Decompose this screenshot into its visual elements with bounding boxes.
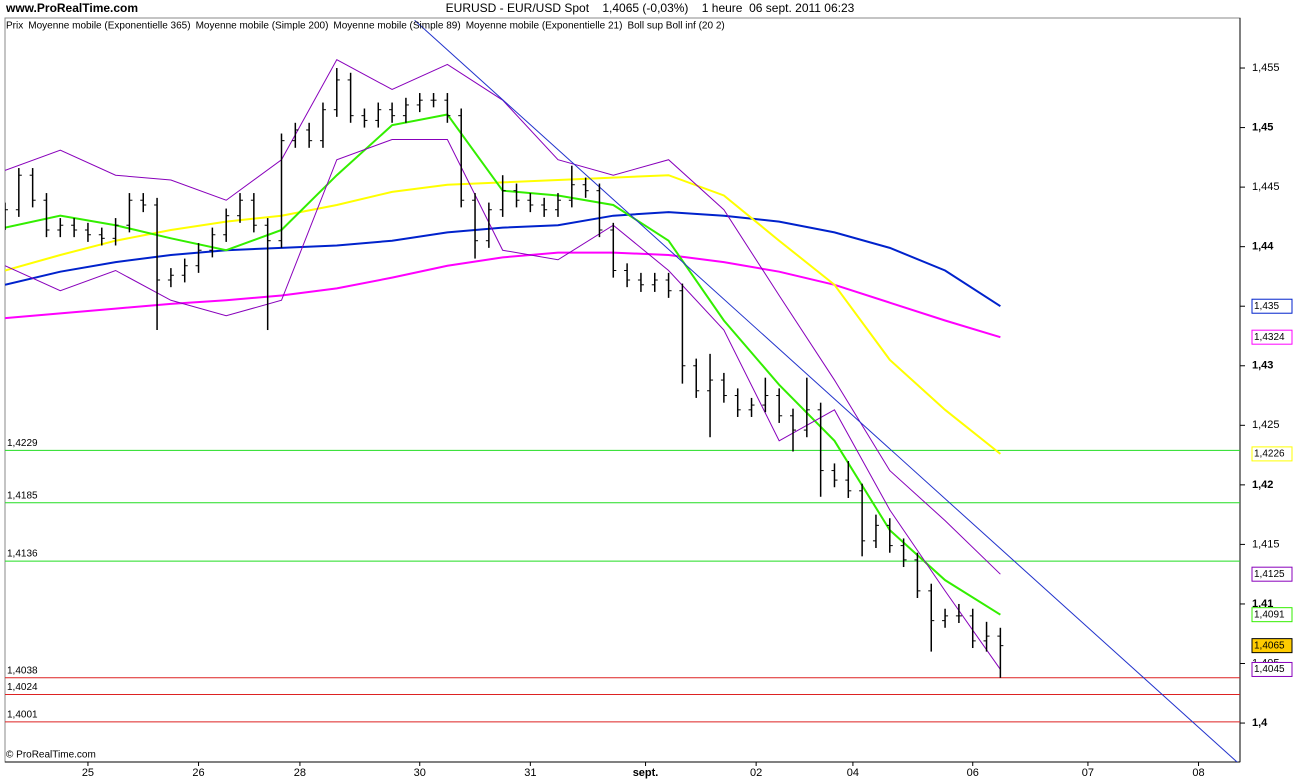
plot-area bbox=[5, 20, 1240, 762]
level-label: 1,4001 bbox=[7, 710, 38, 721]
x-tick-label: 07 bbox=[1082, 767, 1094, 779]
legend-entry: Moyenne mobile (Simple 89) bbox=[333, 21, 460, 32]
price-tag-label: 1,435 bbox=[1254, 301, 1279, 312]
price-tag-label: 1,4125 bbox=[1254, 569, 1285, 580]
y-tick-label: 1,445 bbox=[1252, 181, 1280, 193]
price-tag bbox=[1251, 329, 1293, 345]
price-tag bbox=[1251, 638, 1293, 654]
x-tick-label: 08 bbox=[1192, 767, 1204, 779]
x-tick-label: 31 bbox=[524, 767, 536, 779]
indicator-line bbox=[5, 138, 1001, 670]
legend-entry: Moyenne mobile (Exponentielle 365) bbox=[28, 21, 190, 32]
price-tag bbox=[1251, 661, 1293, 677]
x-tick-label: 06 bbox=[967, 767, 979, 779]
x-tick-label: 28 bbox=[294, 767, 306, 779]
price-tag bbox=[1251, 446, 1293, 462]
price-tag bbox=[1251, 298, 1293, 314]
y-tick-label: 1,41 bbox=[1252, 598, 1273, 610]
price-tag bbox=[1251, 607, 1293, 623]
legend-entry: Boll sup Boll inf (20 2) bbox=[627, 21, 724, 32]
price-tag bbox=[1251, 566, 1293, 582]
level-label: 1,4024 bbox=[7, 682, 38, 693]
price-tag-label: 1,4324 bbox=[1254, 332, 1285, 343]
legend-entry: Moyenne mobile (Simple 200) bbox=[196, 21, 329, 32]
indicator-line bbox=[5, 251, 1001, 339]
x-tick-label: sept. bbox=[633, 767, 659, 779]
indicator-line bbox=[5, 59, 1001, 575]
x-tick-label: 30 bbox=[414, 767, 426, 779]
indicator-line bbox=[5, 174, 1001, 455]
footer: © ProRealTime.com bbox=[6, 750, 96, 761]
header-bar bbox=[0, 0, 1300, 18]
level-label: 1,4185 bbox=[7, 490, 38, 501]
y-tick-label: 1,44 bbox=[1252, 241, 1274, 253]
x-tick-label: 02 bbox=[750, 767, 762, 779]
level-label: 1,4136 bbox=[7, 549, 38, 560]
price-tag-label: 1,4045 bbox=[1254, 664, 1285, 675]
level-label: 1,4038 bbox=[7, 665, 38, 676]
y-tick-label: 1,455 bbox=[1252, 62, 1280, 74]
x-tick-label: 04 bbox=[847, 767, 859, 779]
x-tick-label: 26 bbox=[192, 767, 204, 779]
y-tick-label: 1,42 bbox=[1252, 479, 1273, 491]
legend-entry: Prix bbox=[6, 21, 23, 32]
plot-frame bbox=[4, 17, 1241, 763]
site-name: www.ProRealTime.com bbox=[5, 1, 138, 15]
price-tag-label: 1,4065 bbox=[1254, 640, 1285, 651]
level-label: 1,4229 bbox=[7, 438, 38, 449]
price-tag-label: 1,4091 bbox=[1254, 609, 1285, 620]
y-tick-label: 1,45 bbox=[1252, 121, 1273, 133]
legend-entry: Moyenne mobile (Exponentielle 21) bbox=[466, 21, 623, 32]
y-tick-label: 1,425 bbox=[1252, 419, 1280, 431]
y-tick-label: 1,415 bbox=[1252, 538, 1280, 550]
price-tag-label: 1,4226 bbox=[1254, 449, 1285, 460]
y-tick-label: 1,43 bbox=[1252, 360, 1273, 372]
x-tick-label: 25 bbox=[82, 767, 94, 779]
y-tick-label: 1,4 bbox=[1252, 717, 1268, 729]
chart-title: EURUSD - EUR/USD Spot 1,4065 (-0,03%) 1 … bbox=[446, 1, 855, 15]
trend-line bbox=[414, 20, 1238, 762]
indicator-line bbox=[5, 211, 1001, 308]
